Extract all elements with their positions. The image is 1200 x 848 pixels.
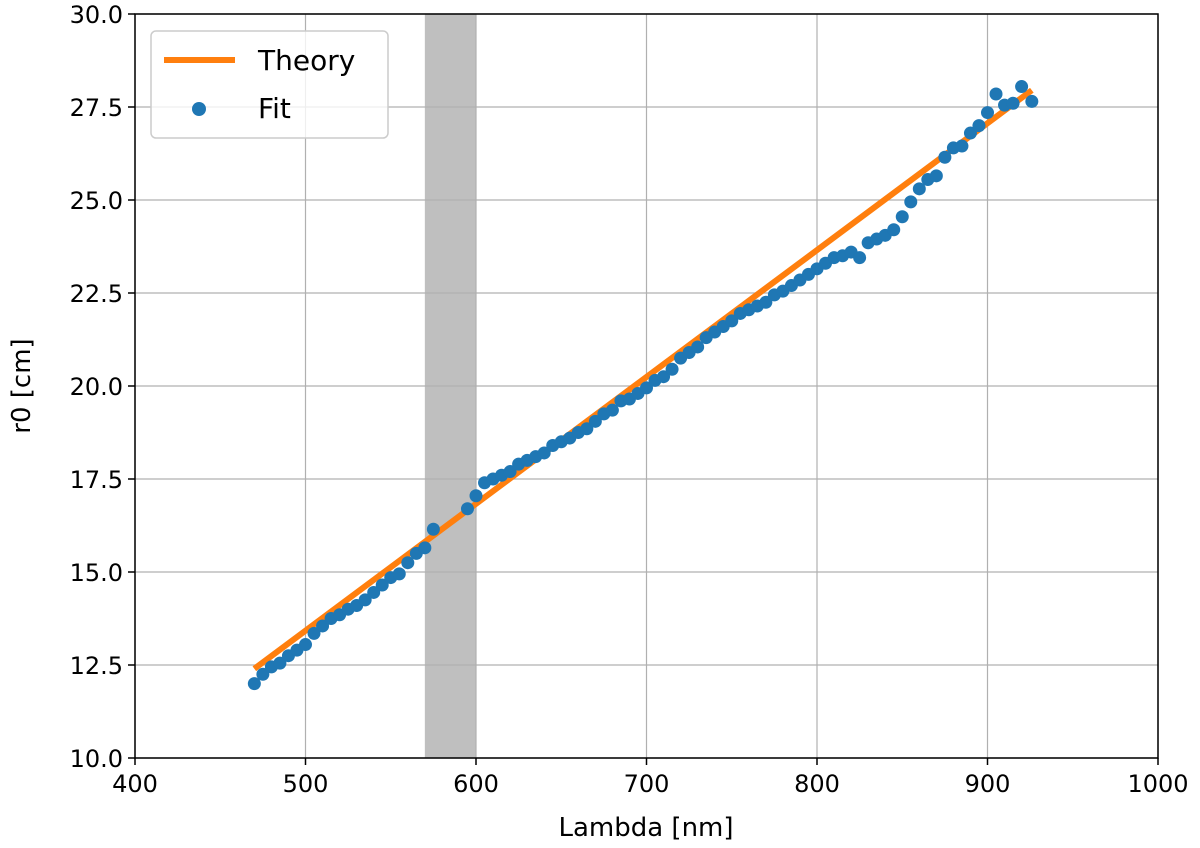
fit-point: [691, 340, 705, 354]
fit-point: [989, 87, 1003, 101]
fit-point: [358, 593, 372, 607]
fit-point: [273, 656, 287, 670]
legend-theory-label: Theory: [257, 44, 355, 77]
legend-fit-swatch: [192, 102, 206, 116]
fit-point: [392, 567, 406, 581]
fit-point: [853, 251, 867, 265]
y-tick-label: 20.0: [70, 373, 123, 401]
fit-point: [316, 619, 330, 633]
x-tick-label: 500: [283, 770, 329, 798]
fit-point: [912, 182, 926, 196]
fit-point: [981, 106, 994, 120]
fit-point: [759, 295, 773, 309]
y-tick-label: 10.0: [70, 745, 123, 773]
fit-point: [307, 626, 321, 640]
fit-point: [605, 403, 619, 417]
x-axis-label: Lambda [nm]: [558, 813, 733, 843]
fit-point: [963, 126, 977, 140]
fit-point: [665, 362, 679, 376]
fit-point: [580, 422, 594, 436]
theory-line: [252, 87, 1034, 672]
fit-point: [657, 370, 671, 384]
plot-area: [134, 13, 1159, 759]
fit-point: [955, 139, 969, 153]
fit-point: [887, 223, 901, 237]
y-axis-label: r0 [cm]: [7, 338, 37, 433]
fit-point: [904, 195, 918, 209]
fit-point: [895, 210, 909, 224]
fit-point: [929, 169, 943, 183]
fit-point: [503, 465, 517, 479]
y-tick-label: 27.5: [70, 94, 123, 122]
x-tick-label: 800: [794, 770, 840, 798]
x-tick-label: 700: [624, 770, 670, 798]
y-tick-label: 17.5: [70, 466, 123, 494]
y-tick-label: 25.0: [70, 187, 123, 215]
y-tick-label: 30.0: [70, 1, 123, 29]
x-tick-label: 900: [965, 770, 1011, 798]
y-tick-label: 15.0: [70, 559, 123, 587]
fit-point: [1006, 96, 1020, 110]
fit-point: [469, 489, 483, 503]
x-tick-label: 600: [453, 770, 499, 798]
fit-point: [247, 677, 261, 691]
x-axis-ticks: 400 500 600 700 800 900 1000: [112, 758, 1189, 798]
fit-point: [938, 150, 952, 164]
fit-point: [375, 578, 389, 592]
fit-point: [401, 556, 415, 570]
fit-point: [426, 522, 440, 536]
x-tick-label: 1000: [1127, 770, 1188, 798]
x-tick-label: 400: [112, 770, 158, 798]
y-axis-ticks: 10.0 12.5 15.0 17.5 20.0 22.5 25.0 27.5 30.0: [70, 1, 135, 773]
fit-point: [725, 314, 739, 328]
legend-fit-label: Fit: [258, 92, 291, 125]
fit-point: [367, 585, 381, 599]
fit-point: [588, 414, 602, 428]
fit-point: [299, 638, 312, 652]
fit-point: [640, 381, 653, 395]
fit-point: [972, 119, 986, 133]
fit-point: [460, 502, 474, 516]
y-tick-label: 12.5: [70, 652, 123, 680]
y-tick-label: 22.5: [70, 280, 123, 308]
fit-point: [418, 541, 432, 555]
fit-point: [256, 667, 270, 681]
fit-point: [1015, 80, 1029, 94]
fit-points: [247, 80, 1039, 691]
legend: Theory Fit: [150, 30, 389, 139]
fit-point: [537, 446, 551, 460]
fit-point: [1025, 94, 1039, 108]
